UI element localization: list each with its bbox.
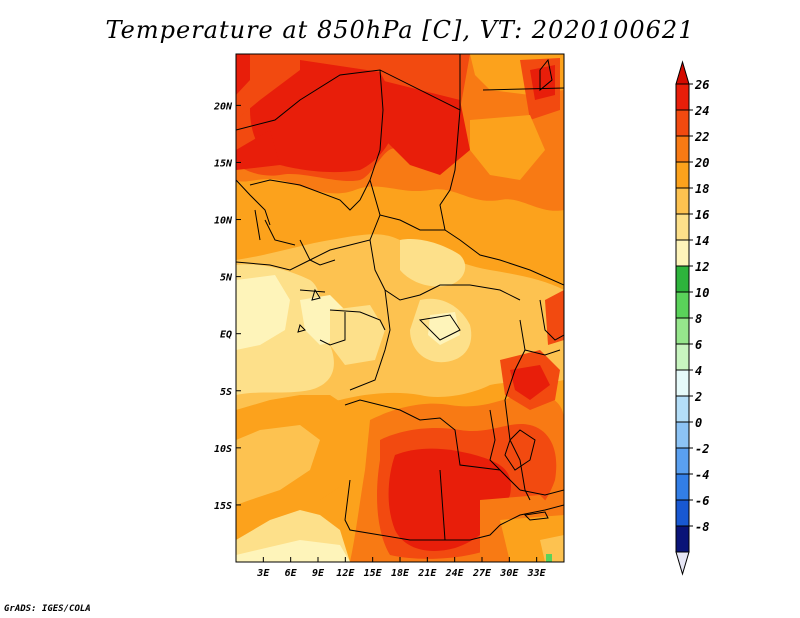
lat-tick-label: 20N bbox=[213, 101, 233, 112]
map-title: Temperature at 850hPa [C], VT: 202010062… bbox=[105, 16, 695, 44]
lon-tick-label: 15E bbox=[364, 568, 383, 579]
colorbar-swatch bbox=[675, 291, 690, 319]
colorbar-label: -2 bbox=[695, 442, 709, 456]
lat-tick-label: 15N bbox=[214, 158, 233, 169]
colorbar-swatch bbox=[675, 187, 690, 215]
colorbar-label: 2 bbox=[694, 390, 702, 404]
colorbar-swatch bbox=[675, 525, 690, 553]
colorbar-label: -8 bbox=[695, 520, 709, 534]
colorbar-swatch bbox=[675, 109, 690, 137]
colorbar-label: 0 bbox=[695, 416, 702, 430]
colorbar-label: 22 bbox=[694, 130, 709, 144]
colorbar-swatch bbox=[675, 213, 690, 241]
lat-tick-label: EQ bbox=[220, 330, 232, 341]
country-borders bbox=[236, 54, 564, 541]
colorbar-swatch bbox=[675, 421, 690, 449]
colorbar-swatch bbox=[675, 83, 690, 111]
colorbar-label: 18 bbox=[695, 182, 709, 196]
colorbar-swatch bbox=[675, 317, 690, 345]
lon-tick-label: 6E bbox=[285, 568, 298, 579]
lon-tick-label: 33E bbox=[527, 568, 547, 579]
lat-tick-label: 10S bbox=[214, 444, 232, 455]
colorbar-swatch bbox=[675, 369, 690, 397]
lat-tick-label: 5S bbox=[220, 387, 232, 398]
colorbar-label: 20 bbox=[694, 156, 709, 170]
colorbar-label: 16 bbox=[695, 208, 709, 222]
lon-tick-label: 27E bbox=[472, 568, 492, 579]
colorbar-label: 8 bbox=[695, 312, 702, 326]
lat-tick-label: 5N bbox=[220, 273, 233, 284]
colorbar-bottom-arrow bbox=[675, 551, 690, 576]
colorbar-swatch bbox=[675, 499, 690, 527]
colorbar-swatch bbox=[675, 135, 690, 163]
lon-tick-label: 3E bbox=[256, 568, 270, 579]
colorbar-swatch bbox=[675, 239, 690, 267]
colorbar-swatch bbox=[675, 447, 690, 475]
lat-tick-label: 15S bbox=[214, 501, 232, 512]
lon-tick-label: 21E bbox=[417, 568, 437, 579]
colorbar-label: 6 bbox=[695, 338, 702, 352]
colorbar-label: 4 bbox=[695, 364, 702, 378]
temperature-field bbox=[236, 54, 564, 562]
longitude-axis: 3E 6E 9E 12E 15E 18E 21E 24E 27E 30E 33E bbox=[256, 557, 547, 579]
colorbar-top-arrow bbox=[675, 60, 690, 85]
colorbar-swatch bbox=[675, 265, 690, 293]
lon-tick-label: 18E bbox=[391, 568, 410, 579]
lon-tick-label: 24E bbox=[445, 568, 465, 579]
colorbar-label: 24 bbox=[694, 104, 709, 118]
colorbar-swatch bbox=[675, 473, 690, 501]
lon-tick-label: 9E bbox=[312, 568, 325, 579]
colorbar-swatch bbox=[675, 161, 690, 189]
colorbar-label: 12 bbox=[695, 260, 709, 274]
lon-tick-label: 12E bbox=[336, 568, 355, 579]
lat-tick-label: 10N bbox=[214, 216, 233, 227]
footer-credit: GrADS: IGES/COLA bbox=[4, 604, 91, 614]
latitude-axis: 20N 15N 10N 5N EQ 5S 10S 15S bbox=[213, 101, 241, 512]
colorbar-label: -4 bbox=[695, 468, 709, 482]
colorbar-label: -6 bbox=[695, 494, 709, 508]
colorbar-label: 14 bbox=[695, 234, 709, 248]
colorbar-swatch bbox=[675, 343, 690, 371]
lon-tick-label: 30E bbox=[499, 568, 519, 579]
colorbar-label: 10 bbox=[695, 286, 709, 300]
colorbar-swatch bbox=[675, 395, 690, 423]
colorbar-label: 26 bbox=[694, 78, 709, 92]
